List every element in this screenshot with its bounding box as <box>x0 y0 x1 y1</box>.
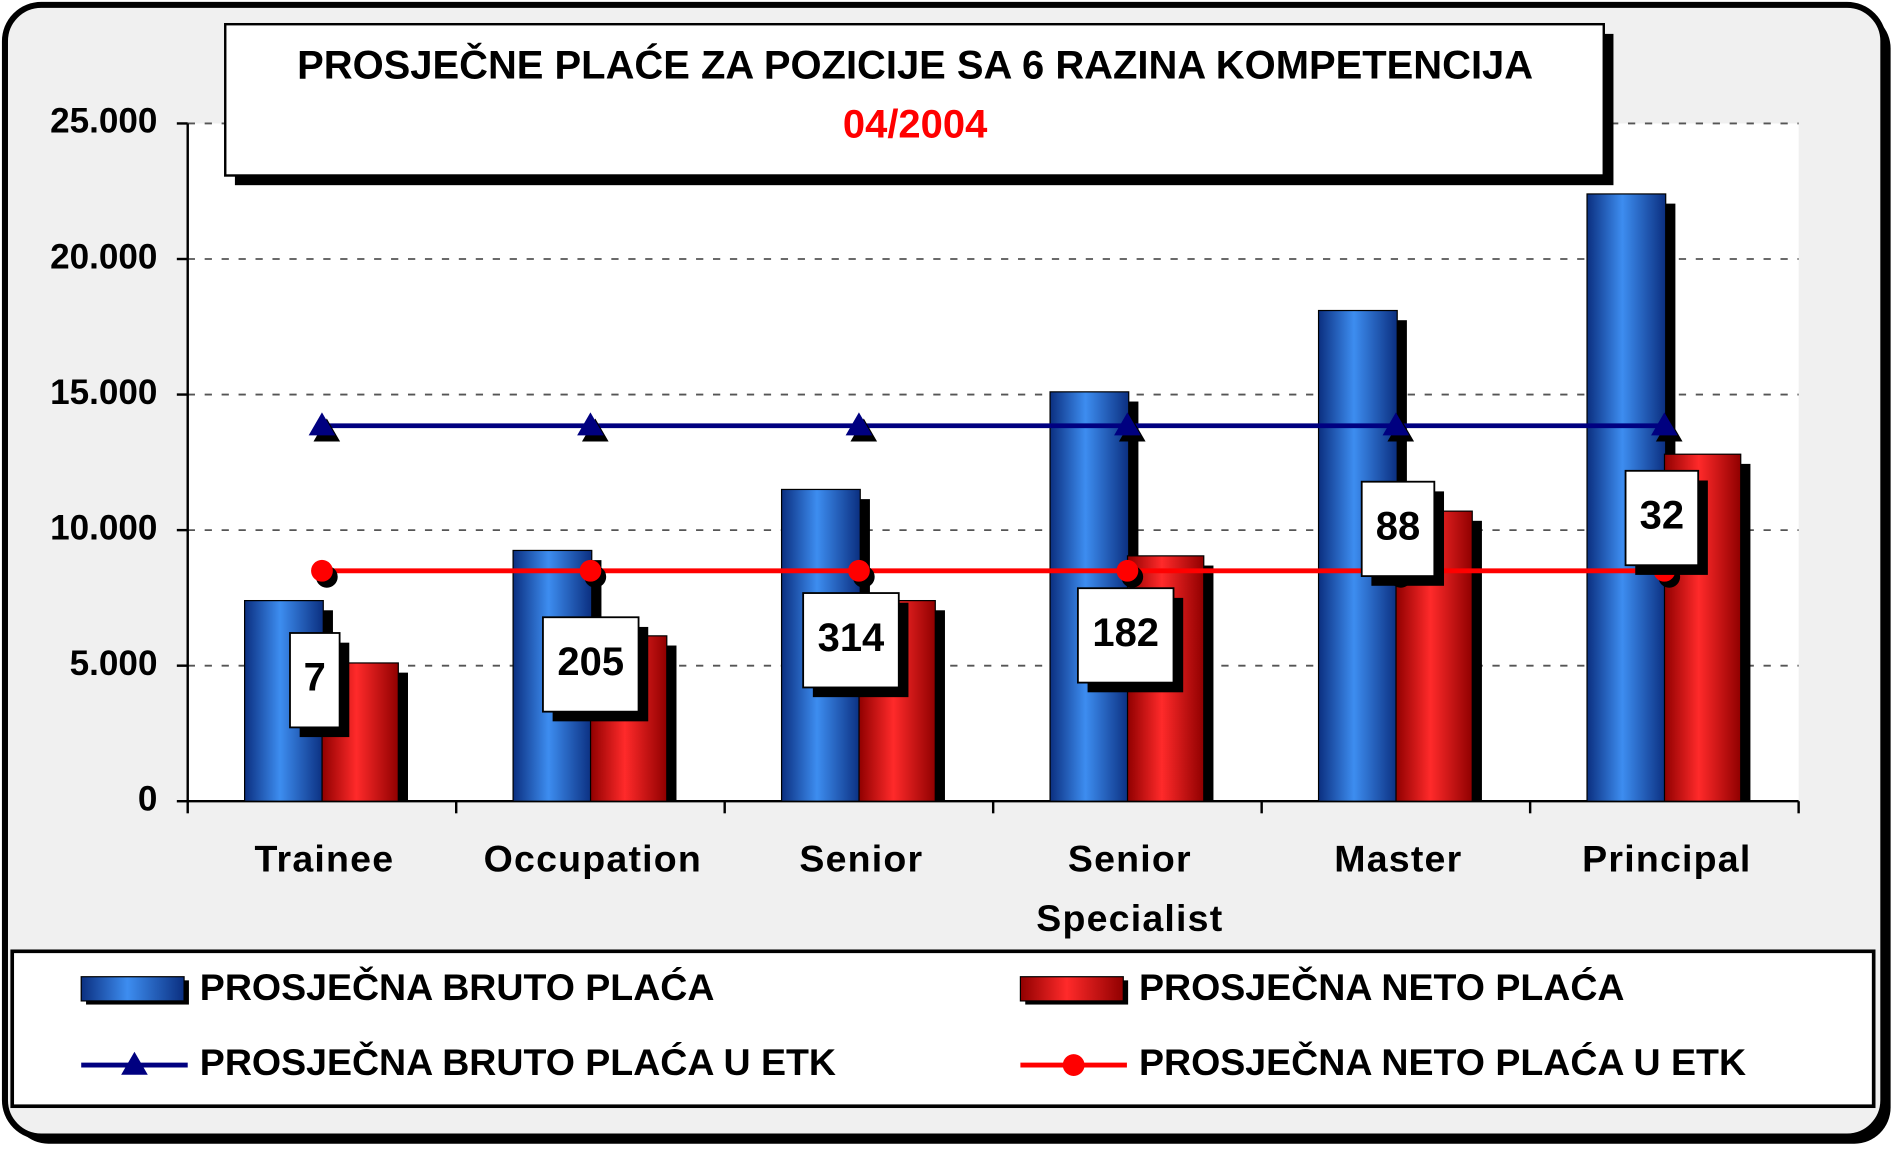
x-tick-label: Trainee <box>254 838 394 880</box>
x-tick-label: Senior Specialist <box>1036 838 1223 939</box>
y-tick-label: 20.000 <box>50 237 157 276</box>
annotation: 182 <box>1092 611 1159 655</box>
y-tick-label: 25.000 <box>50 102 157 141</box>
title-box <box>224 22 1605 177</box>
annotation: 32 <box>1640 494 1684 538</box>
legend-label: PROSJEČNA BRUTO PLAĆA U ETK <box>200 1041 836 1083</box>
chart-title: PROSJEČNE PLAĆE ZA POZICIJE SA 6 RAZINA … <box>297 41 1533 87</box>
legend-marker <box>121 1051 148 1075</box>
annotation-box <box>1076 587 1175 684</box>
marker <box>1114 412 1141 436</box>
legend-box <box>10 949 1876 1109</box>
y-tick-label: 10.000 <box>50 508 157 547</box>
annotation: 88 <box>1376 504 1420 548</box>
marker <box>848 559 870 582</box>
x-tick-label: Principal <box>1582 838 1751 880</box>
marker <box>308 412 336 436</box>
legend-label: PROSJEČNA NETO PLAĆA <box>1139 966 1625 1008</box>
x-tick-label: Master <box>1334 838 1462 880</box>
marker <box>1651 412 1678 436</box>
legend-label: PROSJEČNA BRUTO PLAĆA <box>200 966 715 1008</box>
annotation-box <box>802 592 900 689</box>
marker <box>311 559 333 582</box>
marker <box>579 559 602 582</box>
marker <box>577 412 604 436</box>
annotation: 205 <box>557 640 624 684</box>
marker <box>1116 559 1139 582</box>
x-tick-label: Senior <box>799 838 923 880</box>
legend-marker <box>1062 1054 1085 1076</box>
x-tick-label: Occupation <box>484 838 702 880</box>
y-tick-label: 0 <box>138 779 158 818</box>
marker <box>1382 412 1410 436</box>
annotation: 314 <box>818 616 885 660</box>
marker <box>845 412 873 436</box>
legend-swatch <box>80 976 185 1002</box>
legend-swatch <box>1019 976 1124 1002</box>
annotation-box <box>542 616 640 713</box>
annotation-box <box>1360 480 1436 578</box>
chart-subtitle: 04/2004 <box>843 103 987 147</box>
y-tick-label: 15.000 <box>50 373 157 412</box>
y-tick-label: 5.000 <box>70 644 158 683</box>
annotation-box <box>1624 469 1700 567</box>
plot-area <box>187 123 1799 802</box>
legend-label: PROSJEČNA NETO PLAĆA U ETK <box>1139 1041 1746 1083</box>
annotation: 7 <box>304 656 326 700</box>
annotation-box <box>289 632 341 729</box>
